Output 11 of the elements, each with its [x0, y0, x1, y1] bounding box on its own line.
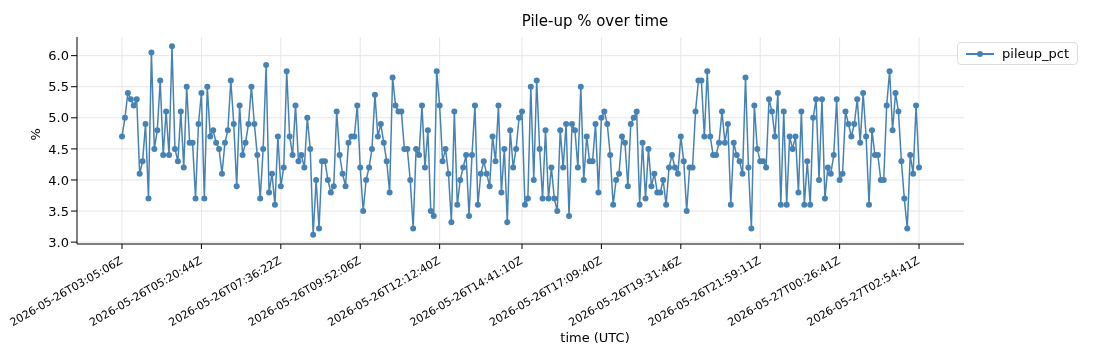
y-tick-label: 3.0: [48, 234, 69, 250]
chart-title: Pile-up % over time: [521, 12, 669, 30]
y-tick-label: 3.5: [48, 203, 69, 219]
y-tick-label: 4.0: [48, 172, 69, 188]
x-axis-title: time (UTC): [559, 330, 631, 345]
y-tick-label: 6.0: [48, 48, 69, 64]
y-tick-label: 5.0: [48, 110, 69, 126]
legend-label: pileup_pct: [1002, 46, 1069, 61]
y-tick-label: 5.5: [48, 79, 69, 95]
y-tick-label: 4.5: [48, 141, 69, 157]
y-axis-title: %: [27, 128, 43, 141]
